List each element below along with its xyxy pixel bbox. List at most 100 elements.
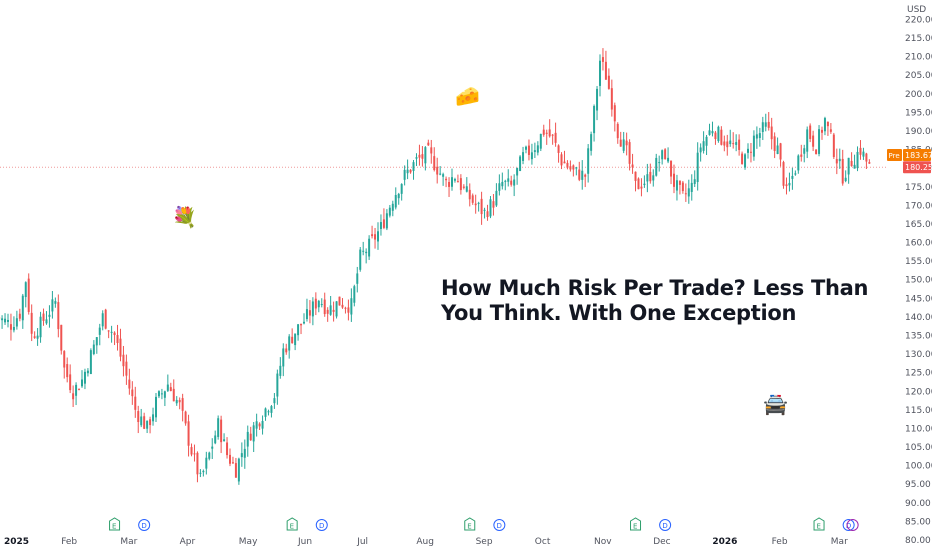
candle-down bbox=[409, 169, 412, 173]
candles-group bbox=[0, 48, 871, 485]
candle-down bbox=[122, 354, 125, 367]
y-tick-label: 215.00 bbox=[905, 34, 932, 44]
candle-up bbox=[98, 327, 101, 335]
police-car-sticker[interactable]: 🚔 bbox=[763, 392, 788, 416]
candle-up bbox=[788, 182, 791, 186]
candle-down bbox=[448, 181, 451, 187]
candle-up bbox=[655, 157, 658, 176]
candle-down bbox=[542, 129, 545, 135]
candle-up bbox=[255, 421, 258, 429]
candle-up bbox=[311, 301, 314, 317]
candle-up bbox=[282, 348, 285, 367]
earnings-icon[interactable]: E bbox=[286, 517, 298, 531]
dividend-icon[interactable]: D bbox=[315, 519, 328, 531]
y-tick-label: 210.00 bbox=[905, 53, 932, 63]
candle-down bbox=[850, 160, 853, 167]
dividend-icon[interactable]: D bbox=[842, 519, 855, 531]
y-tick-label: 110.00 bbox=[905, 424, 932, 434]
x-tick-label: 2026 bbox=[712, 537, 737, 547]
y-tick-label: 90.00 bbox=[905, 499, 931, 509]
candle-up bbox=[513, 179, 516, 186]
candle-up bbox=[755, 134, 758, 139]
dividend-icon[interactable]: D bbox=[659, 519, 672, 531]
candle-up bbox=[4, 318, 7, 323]
cheese-sticker[interactable]: 🧀 bbox=[455, 84, 480, 108]
candle-down bbox=[616, 123, 619, 139]
candle-down bbox=[258, 423, 261, 427]
candle-down bbox=[821, 129, 823, 133]
candle-up bbox=[223, 439, 226, 442]
candle-down bbox=[726, 141, 729, 148]
candle-down bbox=[125, 361, 128, 376]
candle-down bbox=[572, 165, 575, 170]
candle-up bbox=[365, 251, 368, 254]
candle-down bbox=[374, 234, 377, 240]
candle-up bbox=[818, 129, 821, 154]
candle-down bbox=[471, 195, 474, 203]
candle-down bbox=[196, 452, 199, 475]
candle-up bbox=[335, 301, 338, 317]
dividend-icon[interactable]: D bbox=[138, 519, 151, 531]
candle-down bbox=[291, 336, 294, 344]
x-tick-label: Apr bbox=[180, 537, 196, 547]
candle-up bbox=[388, 207, 391, 216]
x-tick-label: Mar bbox=[120, 537, 137, 547]
candle-up bbox=[806, 129, 809, 152]
earnings-icon[interactable]: E bbox=[109, 517, 121, 531]
headline-line-2: You Think. With One Exception bbox=[441, 301, 797, 325]
candle-up bbox=[599, 60, 601, 86]
candle-down bbox=[610, 88, 613, 110]
candle-up bbox=[51, 299, 54, 312]
candle-up bbox=[439, 173, 442, 175]
candle-up bbox=[48, 314, 51, 317]
candle-up bbox=[764, 122, 767, 127]
y-tick-label: 220.00 bbox=[905, 15, 932, 25]
pre-price-badge bbox=[903, 149, 931, 161]
candle-down bbox=[371, 234, 374, 237]
candle-down bbox=[137, 411, 140, 423]
y-tick-label: 205.00 bbox=[905, 71, 932, 81]
candle-down bbox=[314, 298, 317, 309]
earnings-icon[interactable]: E bbox=[630, 517, 642, 531]
candle-down bbox=[57, 302, 60, 330]
earnings-letter: E bbox=[817, 523, 821, 531]
candle-up bbox=[297, 324, 300, 336]
candle-down bbox=[841, 158, 844, 184]
earnings-icon[interactable]: E bbox=[464, 517, 476, 531]
bouquet-sticker[interactable]: 💐 bbox=[172, 205, 197, 229]
candle-up bbox=[279, 365, 282, 376]
y-tick-label: 195.00 bbox=[905, 108, 932, 118]
dividend-icon[interactable]: D bbox=[493, 519, 506, 531]
candle-down bbox=[800, 154, 803, 157]
earnings-letter: E bbox=[290, 523, 294, 531]
y-tick-label: 100.00 bbox=[905, 462, 932, 472]
candle-up bbox=[752, 135, 755, 157]
candle-up bbox=[643, 183, 646, 186]
candle-down bbox=[551, 134, 554, 136]
candle-up bbox=[45, 319, 48, 324]
x-tick-label: Jul bbox=[356, 537, 368, 547]
candle-down bbox=[569, 166, 572, 170]
candle-down bbox=[30, 312, 33, 334]
candle-down bbox=[578, 169, 581, 180]
candle-up bbox=[415, 157, 418, 159]
candle-down bbox=[625, 140, 628, 146]
candle-up bbox=[717, 126, 720, 142]
candle-up bbox=[590, 134, 593, 151]
candle-down bbox=[720, 129, 723, 145]
candle-up bbox=[83, 371, 86, 384]
dividend-marker-shape bbox=[659, 519, 672, 531]
time-axis[interactable]: 2025 Feb Mar Apr May Jun Jul Aug Sep Oct Nov Dec 202… bbox=[4, 537, 848, 547]
price-axis[interactable]: USD 80.00 85.00 90.00 95.00 100.00 105.00 110.… bbox=[905, 5, 932, 546]
candle-up bbox=[397, 193, 400, 199]
candle-up bbox=[465, 186, 468, 192]
earnings-icon[interactable]: E bbox=[813, 517, 825, 531]
candle-down bbox=[865, 153, 868, 162]
candle-up bbox=[844, 177, 847, 182]
candle-down bbox=[418, 154, 421, 158]
candle-up bbox=[237, 458, 240, 482]
y-tick-label: 85.00 bbox=[905, 517, 931, 527]
candle-up bbox=[110, 331, 113, 333]
candle-up bbox=[377, 231, 379, 242]
